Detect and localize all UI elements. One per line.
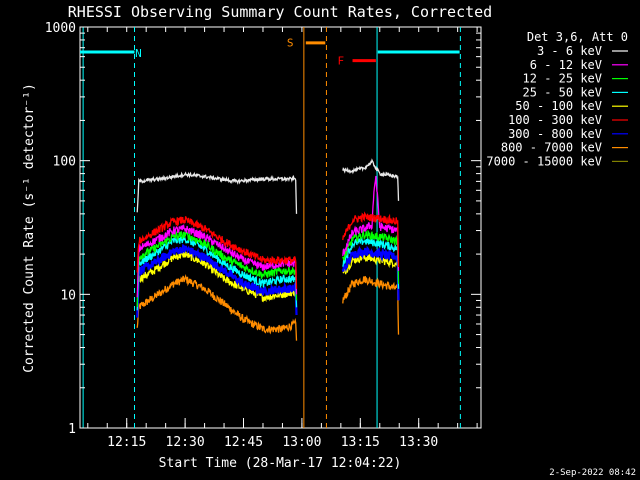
- x-axis: 12:15 12:30 12:45 13:00 13:15 13:30: [87, 27, 478, 450]
- series-line-1-segment-0: [136, 223, 298, 298]
- y-axis: 1 10 100 1000: [45, 21, 481, 437]
- x-tick-label-1300: 13:00: [282, 435, 321, 450]
- plot-frame: [79, 26, 482, 429]
- flag-label-S: S: [287, 36, 294, 49]
- series-lines: [136, 158, 400, 341]
- series-line-5-segment-0: [136, 216, 298, 289]
- legend-label-8: 7000 - 15000 keV: [486, 154, 602, 168]
- legend-label-7: 800 - 7000 keV: [501, 141, 602, 155]
- plot-area: N S F: [79, 26, 482, 429]
- y-axis-label: Corrected Count Rate (s⁻¹ detector⁻¹): [22, 83, 37, 373]
- series-line-3-segment-1: [342, 235, 400, 289]
- legend-label-1: 6 - 12 keV: [530, 58, 602, 72]
- x-tick-label-1245: 12:45: [224, 435, 263, 450]
- y-tick-label-1: 1: [68, 422, 76, 437]
- series-line-4-segment-0: [136, 249, 298, 316]
- time-marker-lines: [82, 27, 461, 428]
- y-tick-label-10: 10: [60, 288, 76, 303]
- legend-label-6: 300 - 800 keV: [508, 127, 602, 141]
- y-tick-label-1000: 1000: [45, 21, 76, 36]
- legend-label-2: 12 - 25 keV: [523, 72, 602, 86]
- legend-title: Det 3,6, Att 0: [527, 30, 628, 44]
- timestamp: 2-Sep-2022 08:42: [549, 468, 636, 478]
- series-line-1-segment-1: [342, 175, 400, 271]
- x-axis-label: Start Time (28-Mar-17 12:04:22): [159, 456, 402, 471]
- series-line-6-segment-0: [136, 243, 298, 318]
- series-line-6-segment-1: [341, 245, 400, 301]
- y-tick-label-100: 100: [53, 155, 76, 170]
- chart-title: RHESSI Observing Summary Count Rates, Co…: [68, 3, 492, 21]
- series-line-5-segment-1: [342, 211, 400, 268]
- series-line-7-segment-1: [342, 276, 400, 335]
- flag-label-F: F: [338, 55, 345, 68]
- x-tick-label-1330: 13:30: [399, 435, 438, 450]
- flag-annotations: N S F: [80, 36, 460, 68]
- series-line-2-segment-1: [342, 229, 400, 284]
- x-tick-label-1315: 13:15: [341, 435, 380, 450]
- series-line-7-segment-0: [136, 274, 298, 341]
- series-line-2-segment-0: [136, 230, 298, 307]
- flag-label-N: N: [135, 47, 142, 60]
- legend-label-0: 3 - 6 keV: [537, 44, 602, 58]
- series-line-0-segment-0: [136, 171, 298, 214]
- x-tick-label-1230: 12:30: [166, 435, 205, 450]
- series-line-0-segment-1: [342, 158, 400, 201]
- legend-label-5: 100 - 300 keV: [508, 113, 602, 127]
- legend-label-4: 50 - 100 keV: [515, 99, 602, 113]
- legend-label-3: 25 - 50 keV: [523, 85, 602, 99]
- x-tick-label-1215: 12:15: [107, 435, 146, 450]
- series-line-3-segment-0: [136, 235, 298, 311]
